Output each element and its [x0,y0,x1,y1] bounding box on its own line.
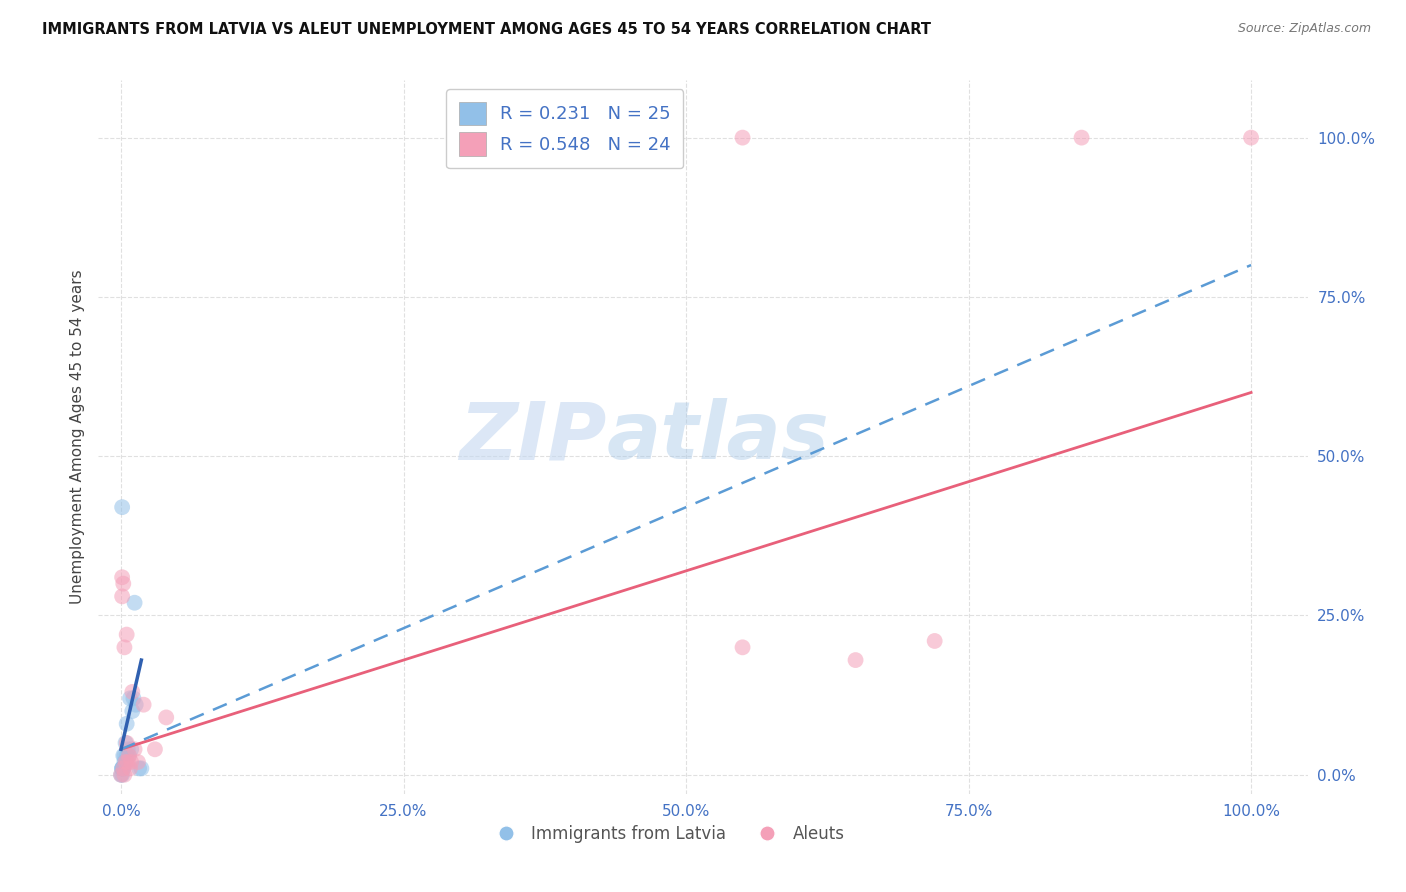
Point [112,761,135,775]
Point [1070,130,1092,145]
Point [128,761,150,775]
Point [731,640,754,655]
Point [120,742,142,756]
Point [120,755,142,769]
Point [112,761,135,775]
Point [115,716,138,731]
Point [124,742,146,756]
Point [924,634,946,648]
Point [118,748,141,763]
Point [118,748,141,763]
Point [111,768,134,782]
Point [111,761,134,775]
Point [131,761,153,775]
Point [143,742,166,756]
Point [155,710,177,724]
Text: Source: ZipAtlas.com: Source: ZipAtlas.com [1237,22,1371,36]
Point [115,627,138,641]
Point [122,691,145,706]
Point [115,748,138,763]
Point [112,761,135,775]
Point [121,704,143,718]
Point [111,590,134,604]
Point [112,576,135,591]
Text: IMMIGRANTS FROM LATVIA VS ALEUT UNEMPLOYMENT AMONG AGES 45 TO 54 YEARS CORRELATI: IMMIGRANTS FROM LATVIA VS ALEUT UNEMPLOY… [42,22,931,37]
Point [111,761,134,775]
Point [112,768,135,782]
Point [114,755,136,769]
Point [117,742,139,756]
Point [120,761,142,775]
Point [120,691,142,706]
Point [111,570,134,584]
Point [114,736,136,750]
Legend: Immigrants from Latvia, Aleuts: Immigrants from Latvia, Aleuts [482,819,851,850]
Point [112,748,135,763]
Point [121,685,143,699]
Point [132,698,155,712]
Point [112,640,135,655]
Point [111,761,134,775]
Point [125,698,148,712]
Point [845,653,868,667]
Point [112,748,135,763]
Y-axis label: Unemployment Among Ages 45 to 54 years: Unemployment Among Ages 45 to 54 years [69,269,84,605]
Point [110,768,132,782]
Point [117,755,139,769]
Point [112,755,135,769]
Point [111,500,134,515]
Point [127,755,149,769]
Point [124,596,146,610]
Point [731,130,754,145]
Point [115,736,138,750]
Text: ZIP: ZIP [458,398,606,476]
Text: atlas: atlas [606,398,830,476]
Point [1240,130,1263,145]
Point [114,755,136,769]
Point [110,768,132,782]
